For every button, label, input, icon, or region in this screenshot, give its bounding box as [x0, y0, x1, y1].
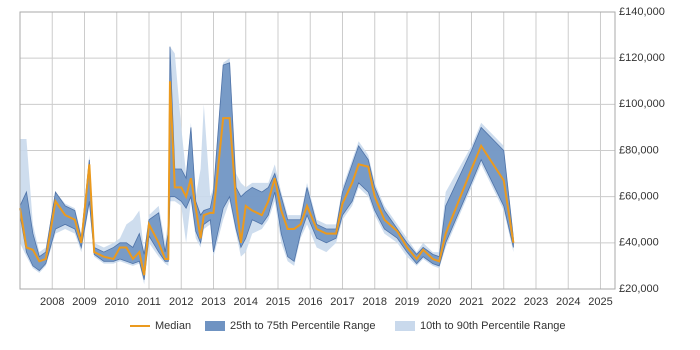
- y-tick-label: £140,000: [619, 6, 665, 18]
- median-line: [19, 81, 515, 276]
- x-tick-label: 2015: [266, 296, 290, 308]
- x-tick-label: 2008: [40, 296, 64, 308]
- plot-border: [19, 11, 616, 290]
- legend-label: 10th to 90th Percentile Range: [420, 320, 566, 332]
- legend-label: 25th to 75th Percentile Range: [230, 320, 376, 332]
- x-tick-label: 2023: [524, 296, 548, 308]
- x-tick-label: 2021: [459, 296, 483, 308]
- percentile-band: [19, 46, 514, 280]
- x-tick-label: 2013: [201, 296, 225, 308]
- x-tick-label: 2025: [588, 296, 612, 308]
- x-tick-label: 2017: [330, 296, 354, 308]
- y-tick-label: £80,000: [619, 144, 659, 156]
- y-tick-label: £120,000: [619, 52, 665, 64]
- y-tick-label: £100,000: [619, 98, 665, 110]
- x-tick-label: 2019: [395, 296, 419, 308]
- y-tick-label: £40,000: [619, 237, 659, 249]
- x-tick-label: 2011: [137, 296, 161, 308]
- legend-swatch: [205, 321, 225, 331]
- x-tick-label: 2020: [427, 296, 451, 308]
- y-tick-label: £60,000: [619, 191, 659, 203]
- legend-label: Median: [155, 320, 191, 332]
- x-tick-label: 2024: [556, 296, 580, 308]
- x-tick-label: 2010: [105, 296, 129, 308]
- x-tick-label: 2022: [491, 296, 515, 308]
- legend-swatch: [395, 321, 415, 331]
- x-tick-label: 2014: [234, 296, 258, 308]
- x-tick-label: 2018: [363, 296, 387, 308]
- y-tick-label: £20,000: [619, 283, 659, 295]
- x-tick-label: 2009: [72, 296, 96, 308]
- x-tick-label: 2012: [169, 296, 193, 308]
- x-tick-label: 2016: [298, 296, 322, 308]
